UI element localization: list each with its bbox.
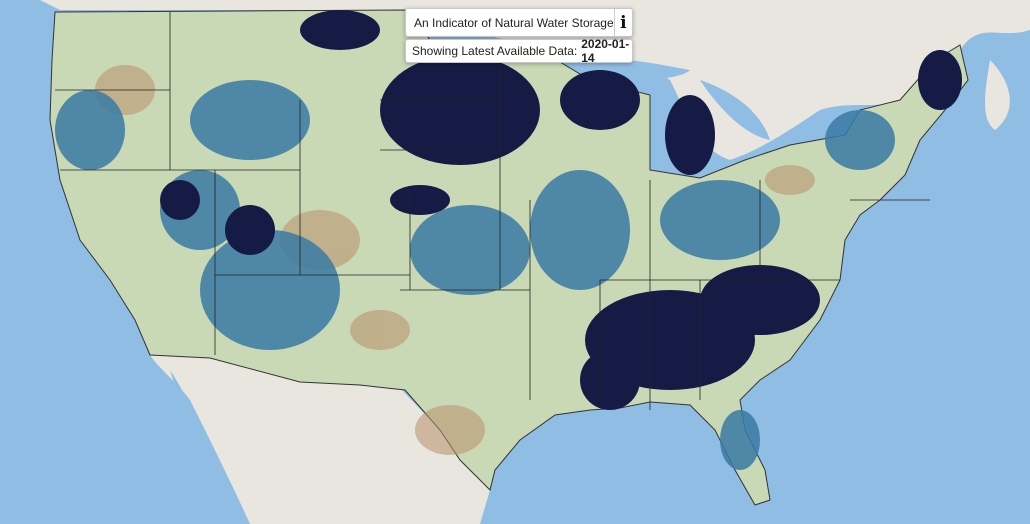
status-panel: Showing Latest Available Data: 2020-01-1…: [405, 37, 633, 65]
status-date: 2020-01-14: [581, 37, 630, 65]
gulf-of-california: [170, 370, 215, 470]
storage-area: [530, 170, 630, 290]
storage-area: [225, 205, 275, 255]
info-button[interactable]: i: [613, 9, 632, 36]
storage-area: [380, 55, 540, 165]
mexico-land: [150, 355, 490, 524]
storage-area: [55, 90, 125, 170]
storage-area: [160, 180, 200, 220]
island: [985, 60, 1010, 130]
status-label: Showing Latest Available Data:: [412, 44, 578, 58]
terrain-patch: [350, 310, 410, 350]
storage-area: [665, 95, 715, 175]
lake-huron: [700, 80, 770, 140]
terrain-patch: [415, 405, 485, 455]
storage-area: [918, 50, 962, 110]
storage-area: [580, 350, 640, 410]
terrain-patch: [765, 165, 815, 195]
storage-area: [560, 70, 640, 130]
state-border: [55, 12, 930, 410]
title-panel: An Indicator of Natural Water Storage i: [405, 8, 633, 37]
storage-area: [720, 410, 760, 470]
canada-land: [0, 0, 1030, 160]
storage-area: [190, 80, 310, 160]
storage-area: [390, 185, 450, 215]
storage-area: [700, 265, 820, 335]
terrain: [95, 65, 815, 455]
storage-area: [300, 10, 380, 50]
storage-area: [200, 230, 340, 350]
map-title: An Indicator of Natural Water Storage: [414, 15, 614, 30]
state-borders: [55, 12, 930, 410]
storage-area: [660, 180, 780, 260]
storage-area: [410, 205, 530, 295]
storage-high: [160, 10, 962, 410]
storage-area: [825, 110, 895, 170]
